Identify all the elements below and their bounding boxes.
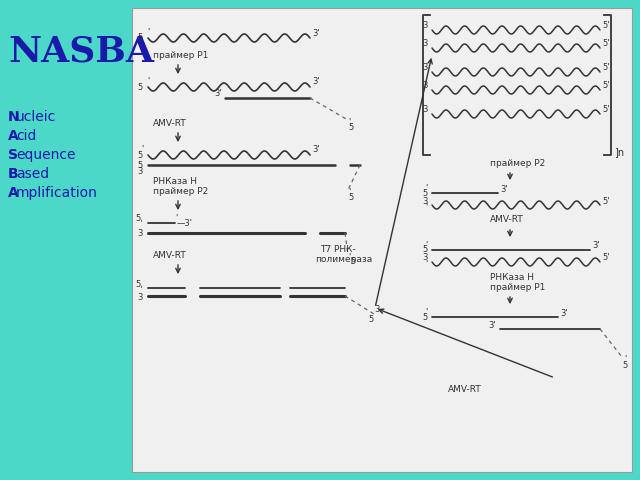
Text: 5': 5' xyxy=(602,63,609,72)
Text: ': ' xyxy=(141,144,143,154)
Text: ucleic: ucleic xyxy=(16,110,56,124)
Text: 3': 3' xyxy=(500,184,508,193)
Text: 5: 5 xyxy=(138,83,143,92)
Text: —3': —3' xyxy=(177,218,193,228)
Text: праймер P1: праймер P1 xyxy=(153,50,209,60)
Text: 3': 3' xyxy=(592,241,600,251)
Text: S: S xyxy=(8,148,18,162)
Text: ]n: ]n xyxy=(614,147,624,157)
Text: 3: 3 xyxy=(422,82,428,91)
Text: 3: 3 xyxy=(422,253,428,263)
Text: 3: 3 xyxy=(422,39,428,48)
Text: 5: 5 xyxy=(138,34,143,43)
Text: T7 РНК-: T7 РНК- xyxy=(320,245,356,254)
Text: 5: 5 xyxy=(348,122,353,132)
Text: 5': 5' xyxy=(602,39,609,48)
Text: AMV-RT: AMV-RT xyxy=(153,119,187,128)
Text: mplification: mplification xyxy=(16,186,98,200)
Text: ': ' xyxy=(624,355,627,363)
Text: AMV-RT: AMV-RT xyxy=(153,251,187,260)
Text: ': ' xyxy=(426,203,428,212)
Text: 5: 5 xyxy=(350,256,355,265)
Text: A: A xyxy=(8,186,19,200)
Text: 5,: 5, xyxy=(135,279,143,288)
Text: 5': 5' xyxy=(602,82,609,91)
Text: N: N xyxy=(8,110,20,124)
Text: праймер P2: праймер P2 xyxy=(490,158,545,168)
Text: 5,: 5, xyxy=(135,214,143,223)
Text: 3': 3' xyxy=(312,28,319,37)
Text: 5: 5 xyxy=(138,160,143,169)
Text: ': ' xyxy=(147,76,149,85)
Text: 3': 3' xyxy=(214,88,222,97)
Text: ': ' xyxy=(426,183,428,192)
Text: NASBA: NASBA xyxy=(8,35,154,69)
Text: ': ' xyxy=(175,214,177,223)
Text: 3: 3 xyxy=(138,228,143,238)
Text: 3': 3' xyxy=(312,145,319,155)
Text: ': ' xyxy=(147,27,149,36)
Text: AMV-RT: AMV-RT xyxy=(448,385,482,395)
Text: 5: 5 xyxy=(368,315,373,324)
Text: 3: 3 xyxy=(138,168,143,177)
Text: 3: 3 xyxy=(422,22,428,31)
Text: ased: ased xyxy=(16,167,49,181)
Text: 5: 5 xyxy=(622,360,627,370)
Text: РНКаза Н: РНКаза Н xyxy=(490,274,534,283)
Text: РНКаза Н: РНКаза Н xyxy=(153,178,197,187)
Text: ': ' xyxy=(348,188,350,196)
Text: ': ' xyxy=(348,252,350,262)
Text: 5: 5 xyxy=(423,245,428,254)
Text: полимераза: полимераза xyxy=(315,254,372,264)
Text: cid: cid xyxy=(16,129,36,143)
Text: 3: 3 xyxy=(422,196,428,205)
Text: 3: 3 xyxy=(422,63,428,72)
Text: 5: 5 xyxy=(423,189,428,197)
Text: ': ' xyxy=(426,240,428,250)
Text: B: B xyxy=(8,167,19,181)
Text: 5: 5 xyxy=(348,192,353,202)
Text: 5: 5 xyxy=(138,151,143,159)
Text: ': ' xyxy=(348,118,350,127)
Text: A: A xyxy=(8,129,19,143)
Text: ': ' xyxy=(426,308,428,316)
Text: equence: equence xyxy=(16,148,76,162)
Text: 5: 5 xyxy=(423,312,428,322)
Text: праймер P1: праймер P1 xyxy=(490,283,545,291)
Text: 5': 5' xyxy=(602,196,609,205)
Text: 3': 3' xyxy=(312,77,319,86)
Bar xyxy=(132,8,632,472)
Text: 3': 3' xyxy=(488,321,496,329)
Text: 3': 3' xyxy=(560,309,568,317)
Text: 3: 3 xyxy=(422,106,428,115)
Text: 5': 5' xyxy=(602,253,609,263)
Text: праймер P2: праймер P2 xyxy=(153,187,208,195)
Text: 3: 3 xyxy=(138,293,143,302)
Text: ': ' xyxy=(426,260,428,268)
Text: 5': 5' xyxy=(602,106,609,115)
Text: 5': 5' xyxy=(602,22,609,31)
Text: 3: 3 xyxy=(374,305,380,314)
Text: AMV-RT: AMV-RT xyxy=(490,216,524,225)
